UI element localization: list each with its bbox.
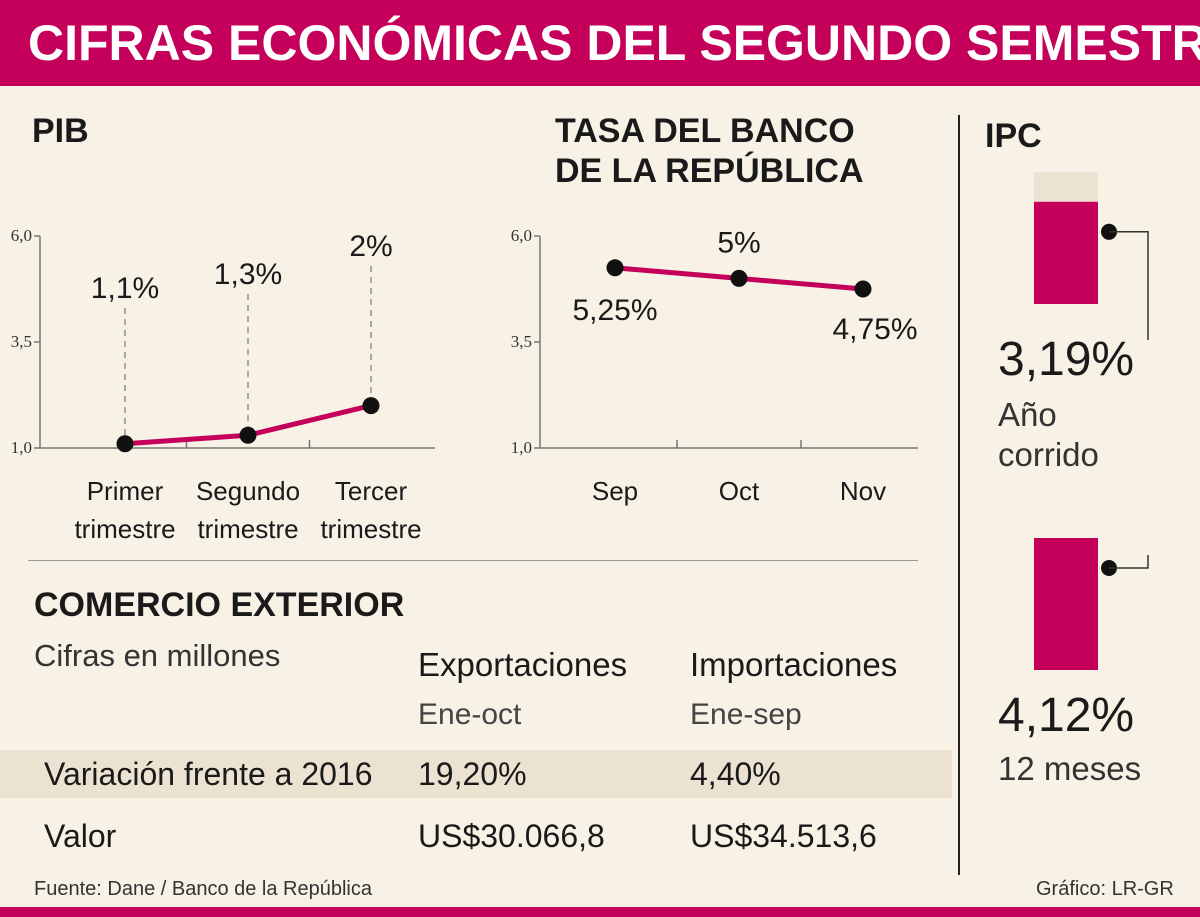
ipc-bar bbox=[1034, 538, 1098, 670]
tasa-data-label: 4,75% bbox=[832, 313, 917, 346]
footer-credit: Gráfico: LR-GR bbox=[1036, 878, 1174, 900]
comercio-title: COMERCIO EXTERIOR bbox=[34, 586, 405, 624]
tasa-data-label: 5,25% bbox=[572, 294, 657, 327]
ipc-chart bbox=[1034, 172, 1149, 670]
pib-data-label: 1,3% bbox=[214, 258, 282, 291]
horizontal-divider bbox=[28, 560, 918, 561]
col-sub-importaciones: Ene-sep bbox=[690, 698, 802, 731]
tasa-y-tick-label: 3,5 bbox=[511, 332, 532, 351]
ipc-value-1: 3,19% bbox=[998, 333, 1135, 386]
pib-y-tick-label: 3,5 bbox=[11, 332, 32, 351]
footer-source: Fuente: Dane / Banco de la República bbox=[34, 878, 372, 900]
pib-chart: 6,0 3,5 1,0 1,1% 1,3% 2% Primer trimestre Segund… bbox=[11, 226, 435, 544]
footer-bar bbox=[0, 907, 1200, 917]
vertical-divider bbox=[958, 115, 960, 875]
row-variacion-importaciones: 4,40% bbox=[690, 756, 781, 792]
page-title: CIFRAS ECONÓMICAS DEL SEGUNDO SEMESTRE bbox=[28, 15, 1200, 71]
tasa-data-point bbox=[606, 259, 624, 277]
row-valor-importaciones: US$34.513,6 bbox=[690, 818, 877, 854]
tasa-category-label: Nov bbox=[840, 476, 886, 506]
ipc-bar bbox=[1034, 201, 1098, 304]
ipc-leader-line bbox=[1109, 555, 1149, 569]
row-valor-exportaciones: US$30.066,8 bbox=[418, 818, 605, 854]
tasa-data-point bbox=[854, 280, 872, 298]
row-variacion-exportaciones: 19,20% bbox=[418, 756, 527, 792]
pib-category-label: trimestre bbox=[74, 514, 175, 544]
col-head-exportaciones: Exportaciones bbox=[418, 646, 628, 683]
pib-y-tick-label: 1,0 bbox=[11, 438, 32, 457]
tasa-data-point bbox=[730, 269, 748, 287]
col-sub-exportaciones: Ene-oct bbox=[418, 698, 522, 731]
tasa-category-label: Oct bbox=[719, 476, 760, 506]
tasa-category-label: Sep bbox=[592, 476, 638, 506]
tasa-chart: 6,0 3,5 1,0 5,25% 5% 4,75% Sep Oct Nov bbox=[511, 226, 918, 506]
tasa-title-line-1: TASA DEL BANCO bbox=[555, 112, 855, 150]
tasa-y-tick-label: 6,0 bbox=[511, 226, 532, 245]
pib-category-label: Tercer bbox=[335, 476, 408, 506]
col-head-importaciones: Importaciones bbox=[690, 646, 898, 683]
ipc-caption-1a: Año bbox=[998, 396, 1057, 433]
header-bar: CIFRAS ECONÓMICAS DEL SEGUNDO SEMESTRE bbox=[0, 0, 1200, 86]
pib-category-label: Segundo bbox=[196, 476, 300, 506]
ipc-value-2: 4,12% bbox=[998, 689, 1135, 742]
table-row-shade bbox=[0, 750, 952, 798]
pib-title: PIB bbox=[32, 112, 89, 150]
pib-data-point bbox=[116, 435, 134, 453]
pib-data-label: 2% bbox=[349, 230, 392, 263]
pib-y-tick-label: 6,0 bbox=[11, 226, 32, 245]
ipc-caption-2: 12 meses bbox=[998, 750, 1142, 787]
row-label-valor: Valor bbox=[44, 818, 117, 854]
tasa-title-line-2: DE LA REPÚBLICA bbox=[555, 152, 864, 190]
pib-data-point bbox=[362, 397, 380, 415]
ipc-title: IPC bbox=[985, 117, 1042, 155]
pib-data-label: 1,1% bbox=[91, 272, 159, 305]
ipc-caption-1b: corrido bbox=[998, 436, 1099, 473]
pib-category-label: trimestre bbox=[197, 514, 298, 544]
pib-data-point bbox=[239, 426, 257, 444]
row-label-variacion: Variación frente a 2016 bbox=[44, 756, 373, 792]
tasa-data-label: 5% bbox=[717, 226, 760, 259]
pib-category-label: trimestre bbox=[320, 514, 421, 544]
ipc-leader-line bbox=[1109, 231, 1149, 340]
comercio-subtitle: Cifras en millones bbox=[34, 638, 281, 673]
tasa-y-tick-label: 1,0 bbox=[511, 438, 532, 457]
pib-category-label: Primer bbox=[87, 476, 164, 506]
